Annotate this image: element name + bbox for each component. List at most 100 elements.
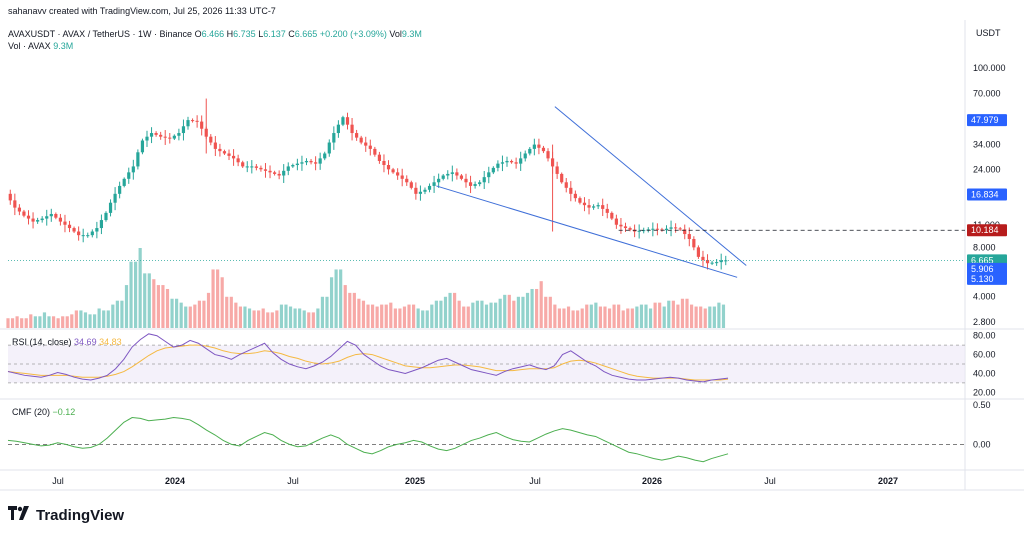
candle-body [195,120,199,122]
price-tick-label: 2.800 [973,317,996,327]
candle-body [605,208,609,213]
candle-body [710,262,714,264]
volume-bar [617,304,621,328]
volume-bar [375,306,379,328]
candle-body [569,187,573,194]
candle-body [359,137,363,143]
candle-body [113,193,117,203]
volume-bar [471,302,475,328]
volume-bar [671,300,675,328]
price-badge [967,272,1007,285]
candle-body [163,136,167,138]
volume-bar [92,314,97,328]
candle-body [610,212,614,219]
volume-bar [257,310,261,328]
candle-body [254,166,258,168]
candle-body [441,175,445,179]
high-label: H [226,29,234,39]
volume-bar [184,306,188,328]
candle-body [705,259,710,264]
volume-bar [134,261,138,328]
candle-body [601,205,605,209]
time-tick-label: Jul [287,476,299,486]
volume-bar [152,279,156,328]
candle-body [17,207,21,212]
volume-bar [47,316,51,328]
currency-label: USDT [976,28,1001,38]
volume-bar [197,300,201,328]
volume-bar [453,292,457,328]
candle-body [391,169,395,173]
volume-bar [571,310,575,328]
candle-body [432,182,436,186]
price-badge-label: 6.665 [971,255,994,265]
volume-bar [61,316,65,328]
volume-bar [120,300,124,328]
price-badge-label: 47.979 [971,115,999,125]
candle-body [678,228,682,230]
volume-bar [466,306,470,328]
candle-body [172,135,176,139]
volume-legend: Vol · AVAX 9.3M [8,41,73,51]
volume-bar [65,316,69,328]
volume-bar [352,292,356,328]
volume-bar [261,308,265,328]
candle-body [13,200,17,208]
change-value: +0.200 (+3.09%) [319,29,387,39]
volume-bar [653,302,657,328]
volume-bar [97,308,101,328]
volume-bar [457,300,461,328]
time-tick-label: Jul [764,476,776,486]
volume-bar [717,302,721,328]
candle-body [637,230,641,232]
volume-bar [507,294,511,328]
candle-body [304,160,309,163]
candle-body [674,227,678,229]
tradingview-logo: TradingView [8,506,124,525]
cmf-value: −0.12 [52,407,76,417]
candle-body [450,172,454,174]
volume-bar [343,285,347,328]
candle-body [487,172,491,178]
volume-bar [316,308,320,328]
volume-bar [580,308,584,328]
volume-bar [553,304,557,328]
volume-bar [535,288,539,328]
candle-body [250,166,254,168]
volume-bar [680,298,685,328]
candle-body [664,228,669,231]
candle-body [446,173,450,176]
candle-body [537,144,541,148]
candle-body [26,215,31,219]
volume-bar [421,310,425,328]
volume-bar [489,302,493,328]
volume-bar [407,304,411,328]
time-tick-label: Jul [529,476,541,486]
volume-bar [247,308,252,328]
volume-bar [712,306,716,328]
volume-bar [380,304,384,328]
candle-body [127,172,131,179]
candle-body [560,173,564,183]
volume-bar [503,294,507,328]
volume-bar [498,298,502,328]
price-tick-label: 8.000 [973,242,996,252]
candle-body [696,247,701,257]
volume-bar [525,292,530,328]
volume-bar [416,308,420,328]
candle-body [318,158,322,164]
candle-body [218,148,222,152]
vol-label: Vol [389,29,402,39]
volume-bar [521,296,525,328]
low-label: L [258,29,264,39]
candle-body [86,235,90,237]
volume-bar [398,308,402,328]
close-label: C [288,29,295,39]
volume-bar [70,314,74,328]
candle-body [573,193,577,199]
candle-body [145,136,149,141]
volume-bar [6,318,10,328]
candle-body [396,172,400,176]
candle-body [259,167,263,170]
